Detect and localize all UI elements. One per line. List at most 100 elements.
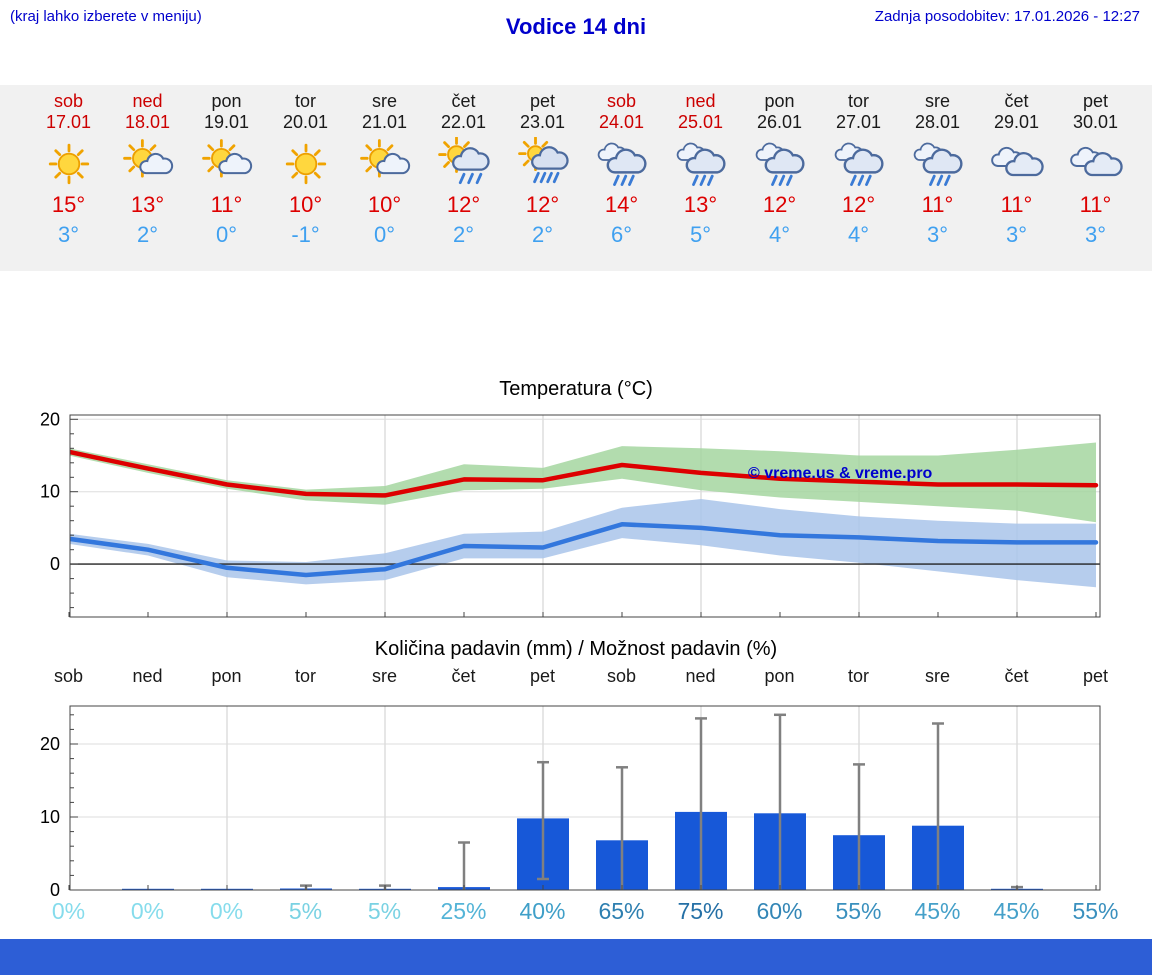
precip-probability-labels: 0% 0% 0% 5% 5% 25% 40% 65% 75% 60% 55% 45% 45% 55% bbox=[29, 898, 1135, 925]
page-title: Vodice 14 dni bbox=[505, 14, 647, 39]
low-temp: 4° bbox=[768, 222, 791, 247]
footer-bar bbox=[0, 939, 1152, 975]
precip-probability: 45% bbox=[914, 898, 961, 924]
cloud-icon bbox=[977, 136, 1056, 190]
day-name-label: ned bbox=[132, 91, 163, 111]
forecast-day-28.01[interactable]: sre 28.01 11° 3° bbox=[898, 85, 977, 271]
svg-text:0: 0 bbox=[50, 554, 60, 574]
forecast-day-20.01[interactable]: tor 20.01 10° -1° bbox=[266, 85, 345, 271]
temp-lines bbox=[70, 449, 1099, 578]
precip-probability: 55% bbox=[835, 898, 882, 924]
header-note: (kraj lahko izberete v meniju) bbox=[10, 8, 202, 25]
precip-probability: 60% bbox=[756, 898, 803, 924]
high-temp: 15° bbox=[51, 192, 86, 217]
forecast-day-19.01[interactable]: pon 19.01 11° 0° bbox=[187, 85, 266, 271]
precip-probability: 5% bbox=[367, 898, 402, 924]
precip-day-label: sob bbox=[606, 666, 637, 686]
day-date-label: 18.01 bbox=[124, 112, 171, 132]
day-name-label: pet bbox=[529, 91, 556, 111]
precip-day-label: tor bbox=[294, 666, 316, 686]
precip-day-label: tor bbox=[847, 666, 869, 686]
low-temp: 4° bbox=[847, 222, 870, 247]
precip-bars bbox=[122, 811, 1043, 890]
temp-axis-labels: 0 10 20 bbox=[40, 409, 60, 574]
temp-plot-border bbox=[69, 414, 1101, 618]
low-temp: 3° bbox=[57, 222, 80, 247]
precip-day-label: ned bbox=[685, 666, 716, 686]
chart-watermark: © vreme.us & vreme.pro bbox=[748, 465, 933, 482]
sun-icon bbox=[266, 136, 345, 190]
precip-day-label: pon bbox=[211, 666, 242, 686]
forecast-day-25.01[interactable]: ned 25.01 13° 5° bbox=[661, 85, 740, 271]
cloud-icon bbox=[1056, 136, 1135, 190]
forecast-day-29.01[interactable]: čet 29.01 11° 3° bbox=[977, 85, 1056, 271]
day-date-label: 28.01 bbox=[914, 112, 961, 132]
svg-text:20: 20 bbox=[40, 409, 60, 429]
forecast-day-18.01[interactable]: ned 18.01 13° 2° bbox=[108, 85, 187, 271]
precip-day-label: čet bbox=[1004, 666, 1029, 686]
low-temp: 5° bbox=[689, 222, 712, 247]
day-date-label: 25.01 bbox=[677, 112, 724, 132]
sun-cloud-rain-icon bbox=[424, 136, 503, 190]
precip-day-label: sob bbox=[53, 666, 84, 686]
sun-cloud-icon bbox=[187, 136, 266, 190]
day-date-label: 27.01 bbox=[835, 112, 882, 132]
forecast-strip-days: sob 17.01 15° 3° ned 18.01 13° 2° pon 19.01 11° 0° t… bbox=[29, 85, 1135, 271]
forecast-day-26.01[interactable]: pon 26.01 12° 4° bbox=[740, 85, 819, 271]
day-date-label: 19.01 bbox=[203, 112, 250, 132]
cloud-rain-icon bbox=[898, 136, 977, 190]
cloud-rain-icon bbox=[819, 136, 898, 190]
precip-day-label: sre bbox=[924, 666, 950, 686]
forecast-day-17.01[interactable]: sob 17.01 15° 3° bbox=[29, 85, 108, 271]
forecast-day-23.01[interactable]: pet 23.01 12° 2° bbox=[503, 85, 582, 271]
precip-day-label: pet bbox=[529, 666, 556, 686]
cloud-rain-icon bbox=[661, 136, 740, 190]
day-name-label: sob bbox=[606, 91, 637, 111]
precip-axis-ticks bbox=[68, 714, 1097, 891]
precip-plot-border bbox=[69, 705, 1101, 891]
temp-axis-ticks bbox=[68, 418, 1097, 617]
svg-text:0: 0 bbox=[50, 880, 60, 900]
forecast-day-30.01[interactable]: pet 30.01 11° 3° bbox=[1056, 85, 1135, 271]
precip-probability: 75% bbox=[677, 898, 724, 924]
precip-probability: 5% bbox=[288, 898, 323, 924]
day-date-label: 21.01 bbox=[361, 112, 408, 132]
precip-chart-title: Količina padavin (mm) / Možnost padavin … bbox=[374, 638, 778, 660]
cloud-rain-icon bbox=[582, 136, 661, 190]
precip-probability: 40% bbox=[519, 898, 566, 924]
cloud-rain-icon bbox=[740, 136, 819, 190]
day-date-label: 29.01 bbox=[993, 112, 1040, 132]
precip-day-label: pon bbox=[764, 666, 795, 686]
low-temp: 0° bbox=[373, 222, 396, 247]
high-temp: 13° bbox=[130, 192, 165, 217]
low-temp: 2° bbox=[136, 222, 159, 247]
sun-cloud-heavy-rain-icon bbox=[503, 136, 582, 190]
precip-probability: 25% bbox=[440, 898, 487, 924]
precip-axis-labels: 0 10 20 bbox=[40, 734, 60, 900]
day-name-label: ned bbox=[685, 91, 716, 111]
precip-whiskers bbox=[300, 713, 1023, 890]
day-name-label: pet bbox=[1082, 91, 1109, 111]
day-name-label: čet bbox=[451, 91, 476, 111]
day-name-label: tor bbox=[294, 91, 316, 111]
day-date-label: 22.01 bbox=[440, 112, 487, 132]
day-date-label: 23.01 bbox=[519, 112, 566, 132]
precip-probability: 55% bbox=[1072, 898, 1119, 924]
precip-day-label: čet bbox=[451, 666, 476, 686]
temp-bands bbox=[70, 442, 1096, 588]
forecast-day-21.01[interactable]: sre 21.01 10° 0° bbox=[345, 85, 424, 271]
forecast-day-27.01[interactable]: tor 27.01 12° 4° bbox=[819, 85, 898, 271]
day-date-label: 24.01 bbox=[598, 112, 645, 132]
day-name-label: sre bbox=[371, 91, 397, 111]
day-name-label: tor bbox=[847, 91, 869, 111]
last-update: Zadnja posodobitev: 17.01.2026 - 12:27 bbox=[874, 8, 1140, 25]
forecast-day-22.01[interactable]: čet 22.01 12° 2° bbox=[424, 85, 503, 271]
forecast-day-24.01[interactable]: sob 24.01 14° 6° bbox=[582, 85, 661, 271]
temperature-chart-title: Temperatura (°C) bbox=[499, 378, 653, 400]
low-temp: 2° bbox=[452, 222, 475, 247]
day-name-label: čet bbox=[1004, 91, 1029, 111]
high-temp: 12° bbox=[762, 192, 797, 217]
low-temp: 0° bbox=[215, 222, 238, 247]
day-name-label: pon bbox=[211, 91, 242, 111]
low-temp: 3° bbox=[926, 222, 949, 247]
